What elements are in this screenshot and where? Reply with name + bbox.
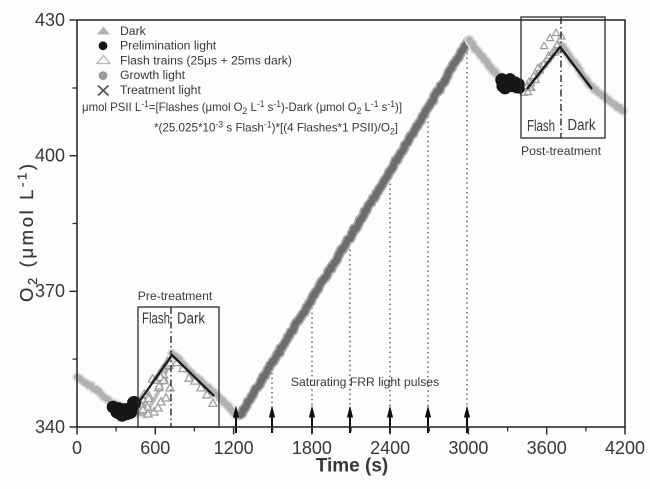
svg-text:μmol PSII L-1=[Flashes (μmol O: μmol PSII L-1=[Flashes (μmol O2 L-1 s-1)… [82, 99, 402, 116]
svg-text:Dark: Dark [120, 24, 147, 38]
svg-text:430: 430 [35, 10, 65, 30]
svg-text:Treatment light: Treatment light [120, 83, 201, 97]
svg-text:Time (s): Time (s) [316, 456, 389, 477]
svg-text:Growth light: Growth light [120, 68, 186, 82]
svg-text:1800: 1800 [292, 438, 332, 458]
svg-text:4200: 4200 [605, 438, 645, 458]
svg-text:0: 0 [72, 438, 82, 458]
svg-text:3000: 3000 [448, 438, 488, 458]
svg-text:Flash trains (25μs + 25ms dark: Flash trains (25μs + 25ms dark) [120, 53, 292, 67]
svg-text:600: 600 [140, 438, 170, 458]
svg-text:340: 340 [35, 417, 65, 437]
svg-text:370: 370 [35, 281, 65, 301]
svg-text:2400: 2400 [370, 438, 410, 458]
svg-text:Dark: Dark [177, 311, 205, 328]
svg-text:Saturating FRR light pulses: Saturating FRR light pulses [291, 375, 439, 389]
svg-text:Flash: Flash [527, 118, 555, 135]
svg-text:Flash: Flash [142, 311, 170, 328]
svg-text:*(25.025*10-3 s Flash-1)*[(4 F: *(25.025*10-3 s Flash-1)*[(4 Flashes*1 P… [154, 120, 398, 137]
svg-text:1200: 1200 [214, 438, 254, 458]
svg-text:400: 400 [35, 146, 65, 166]
svg-text:Post-treatment: Post-treatment [521, 144, 602, 158]
svg-text:3600: 3600 [527, 438, 567, 458]
svg-text:Prelimination light: Prelimination light [120, 39, 217, 53]
svg-text:Dark: Dark [568, 117, 596, 134]
svg-text:Pre-treatment: Pre-treatment [138, 289, 213, 303]
